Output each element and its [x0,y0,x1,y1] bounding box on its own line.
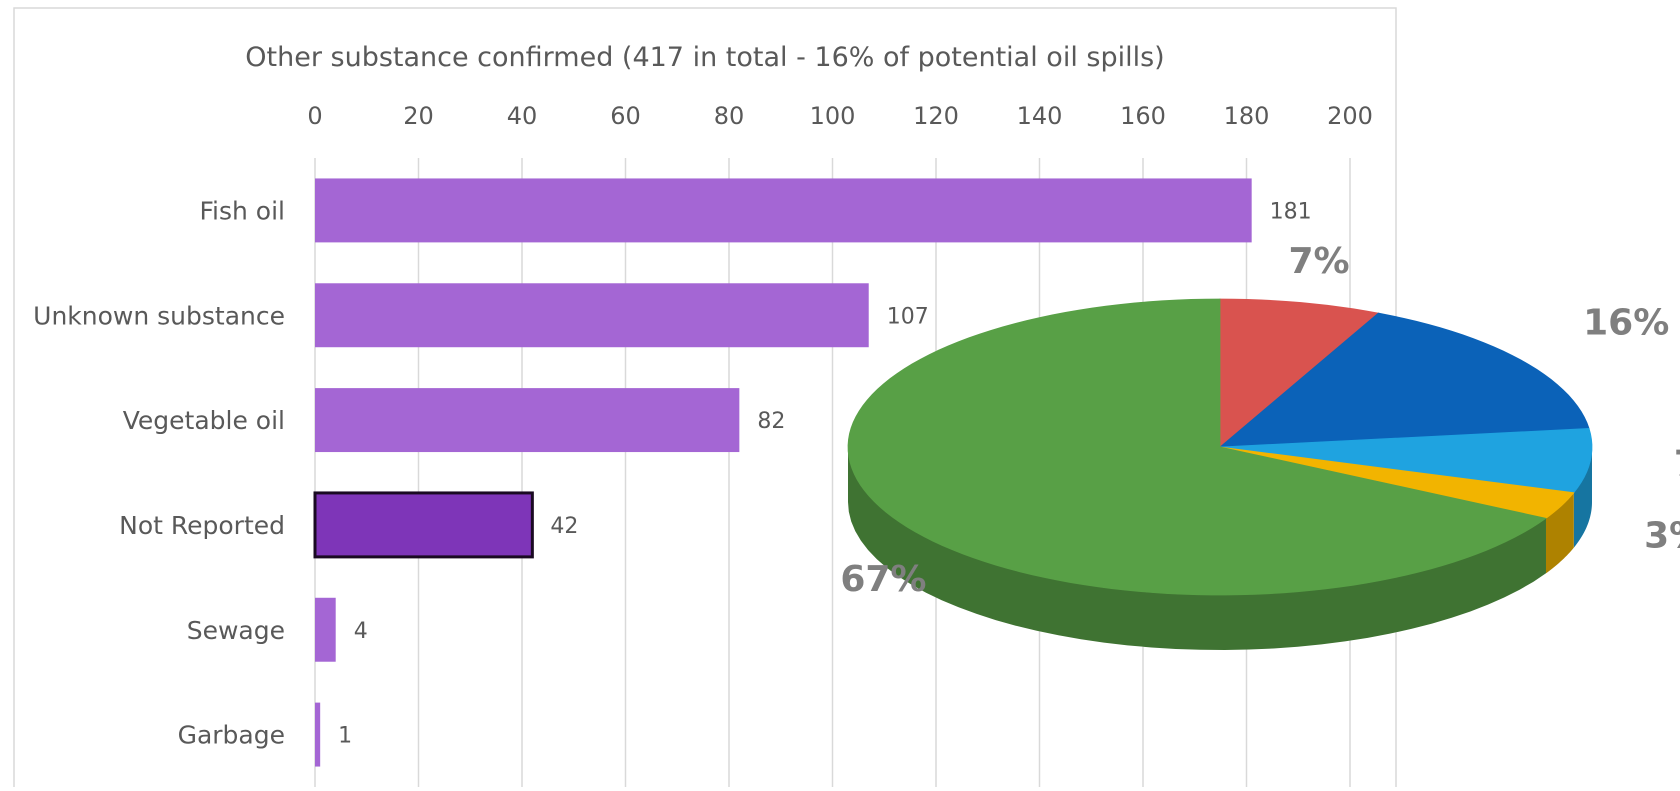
bar-data-label: 42 [550,514,578,539]
bar [315,597,336,662]
bar-data-label: 107 [887,304,929,329]
x-tick-label: 0 [307,102,322,130]
pie-data-labels: 7% 16% 7% 3% 67% [840,241,1680,600]
bar-data-label: 82 [757,409,785,434]
y-category-label: Sewage [187,616,285,645]
pie-slice [1219,298,1380,448]
pie-data-label: 7% [1674,444,1680,485]
bar-chart-title: Other substance confirmed (417 in total … [245,42,1164,73]
bar [315,178,1252,243]
bar-data-label: 4 [354,619,368,644]
x-tick-label: 40 [507,102,538,130]
pie-slice [1219,446,1575,519]
pie-data-label: 7% [1288,241,1349,282]
bar-category-labels: Fish oil Unknown substance Vegetable oil No… [33,196,285,749]
bar [313,491,534,559]
pie-data-label: 3% [1644,516,1680,557]
x-tick-label: 120 [913,102,959,130]
bar-data-label: 181 [1270,199,1312,224]
bar-marks [313,178,1252,767]
x-tick-label: 100 [810,102,856,130]
y-category-label: Unknown substance [33,301,285,330]
bar-data-label: 1 [338,724,352,749]
bar-data-labels: 181 107 82 42 4 1 [338,199,1312,748]
bar [315,388,740,453]
x-tick-label: 140 [1017,102,1063,130]
bar [315,283,869,348]
x-tick-label: 160 [1120,102,1166,130]
x-tick-label: 20 [403,102,434,130]
x-tick-label: 80 [714,102,745,130]
x-tick-label: 60 [610,102,641,130]
pie-data-label: 67% [840,559,926,600]
pie-slice-side [1573,447,1592,548]
y-category-label: Garbage [178,721,285,750]
pie-slice-side [848,447,1546,650]
bar-axis-tick-labels: 0 20 40 60 80 100 120 140 160 180 200 [307,102,1373,130]
pie-chart [847,298,1593,650]
x-tick-label: 200 [1327,102,1373,130]
pie-data-label: 16% [1583,302,1669,343]
x-tick-label: 180 [1224,102,1270,130]
bar [315,702,321,767]
y-category-label: Not Reported [119,511,285,540]
pie-slice [847,298,1547,596]
pie-slice [1218,312,1590,448]
y-category-label: Vegetable oil [123,406,285,435]
y-category-label: Fish oil [199,196,285,225]
pie-slice [1219,428,1593,494]
pie-slice-side [1545,492,1574,574]
